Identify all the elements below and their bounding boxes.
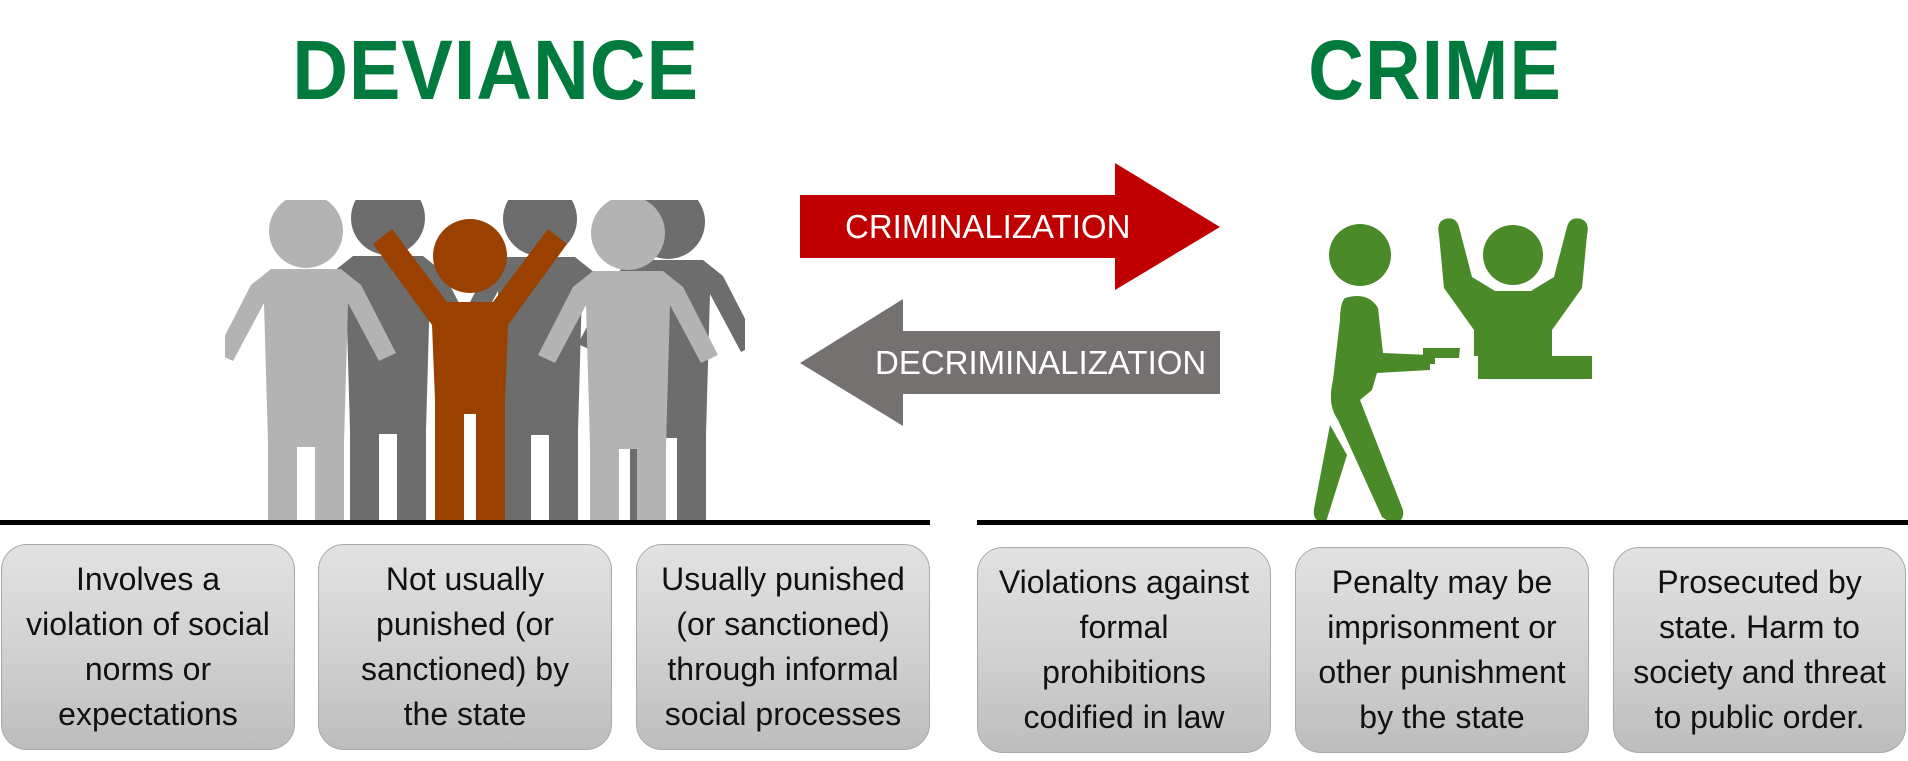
deviance-card-text: Involves a violation of social norms or …: [26, 561, 270, 732]
crime-card-text: Penalty may be imprisonment or other pun…: [1318, 564, 1566, 735]
crime-card-formal-prohibitions: Violations against formal prohibitions c…: [977, 547, 1271, 753]
armed-robbery-icon: [1265, 205, 1605, 525]
deviance-card-text: Usually punished (or sanctioned) through…: [661, 561, 905, 732]
deviance-title: DEVIANCE: [292, 23, 699, 117]
victim-figure: [1438, 218, 1592, 379]
robber-figure: [1313, 224, 1460, 523]
decriminalization-arrow: [800, 299, 1220, 426]
crime-card-penalty: Penalty may be imprisonment or other pun…: [1295, 547, 1589, 753]
crowd-person-highlighted: [373, 219, 567, 520]
crime-title: CRIME: [1308, 23, 1562, 117]
decriminalization-label: DECRIMINALIZATION: [875, 344, 1207, 381]
deviance-card-informal-sanction: Usually punished (or sanctioned) through…: [636, 544, 930, 750]
criminalization-arrow: [800, 163, 1220, 290]
deviance-divider: [0, 520, 930, 525]
crime-card-text: Violations against formal prohibitions c…: [998, 564, 1250, 735]
crime-card-text: Prosecuted by state. Harm to society and…: [1633, 564, 1886, 735]
deviance-card-violation: Involves a violation of social norms or …: [1, 544, 295, 750]
crowd-of-people-icon: [216, 181, 758, 540]
deviance-card-text: Not usually punished (or sanctioned) by …: [360, 561, 570, 732]
crime-card-prosecuted: Prosecuted by state. Harm to society and…: [1613, 547, 1906, 753]
gun-icon: [1423, 348, 1460, 364]
criminalization-label: CRIMINALIZATION: [845, 208, 1131, 245]
deviance-card-not-punished: Not usually punished (or sanctioned) by …: [318, 544, 612, 750]
crime-divider: [977, 520, 1908, 525]
